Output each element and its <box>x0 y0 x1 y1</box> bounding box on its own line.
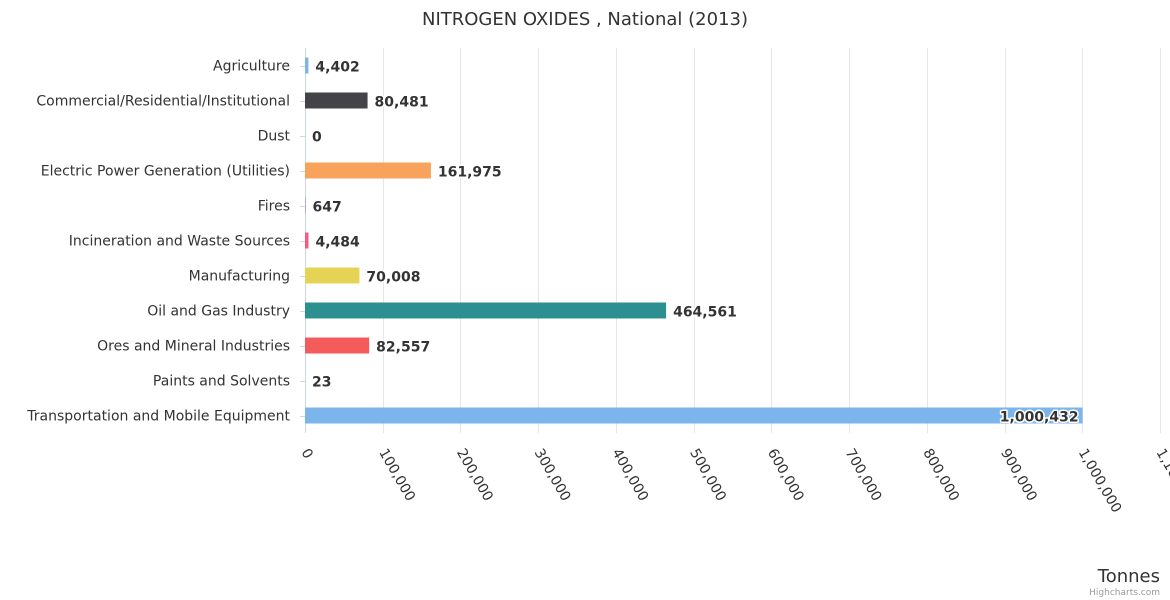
bar[interactable] <box>305 407 1083 424</box>
bar[interactable] <box>305 162 431 179</box>
bar[interactable] <box>305 267 360 284</box>
category-label: Dust <box>258 129 291 145</box>
data-label: 647 <box>313 200 342 216</box>
category-label: Commercial/Residential/Institutional <box>36 94 290 110</box>
bar[interactable] <box>305 337 370 354</box>
tick-label: 200,000 <box>453 446 496 504</box>
category-label: Oil and Gas Industry <box>147 304 290 320</box>
bar[interactable] <box>305 57 309 74</box>
data-label: 464,561 <box>673 305 737 321</box>
data-label: 4,484 <box>315 235 360 251</box>
value-axis-title: Tonnes <box>1097 566 1160 587</box>
category-label: Incineration and Waste Sources <box>69 234 290 250</box>
data-label: 4,402 <box>315 60 359 76</box>
bar[interactable] <box>305 232 309 249</box>
tick-label: 700,000 <box>842 446 885 504</box>
bar[interactable] <box>305 92 368 109</box>
tick-label: 400,000 <box>608 446 651 504</box>
tick-label: 600,000 <box>764 446 807 504</box>
category-labels: Agriculture Commercial/Residential/Instit… <box>26 59 305 425</box>
category-label: Ores and Mineral Industries <box>97 339 290 355</box>
tick-label: 1,100,000 <box>1153 446 1170 516</box>
tick-label: 900,000 <box>997 446 1040 504</box>
data-label: 23 <box>312 375 331 391</box>
category-label: Paints and Solvents <box>153 374 290 390</box>
data-label: 80,481 <box>375 95 429 111</box>
data-labels: 4,402 80,481 0 161,975 647 4,484 70,008 464,561… <box>311 58 1081 427</box>
category-label: Agriculture <box>213 59 290 75</box>
data-label: 82,557 <box>376 340 430 356</box>
category-label: Fires <box>258 199 290 215</box>
credits-link[interactable]: Highcharts.com <box>1089 588 1160 598</box>
tick-label: 300,000 <box>531 446 574 504</box>
tick-label: 0 <box>298 446 316 462</box>
value-axis-ticks: 0 100,000 200,000 300,000 400,000 500,000 600,… <box>298 446 1170 516</box>
chart-title: NITROGEN OXIDES , National (2013) <box>422 9 748 30</box>
bar[interactable] <box>305 302 667 319</box>
category-label: Electric Power Generation (Utilities) <box>41 164 290 180</box>
data-label: 0 <box>312 130 322 146</box>
data-label: 1,000,432 <box>1000 410 1079 426</box>
category-label: Transportation and Mobile Equipment <box>26 409 290 425</box>
gridlines <box>305 48 1161 433</box>
category-label: Manufacturing <box>189 269 290 285</box>
tick-label: 500,000 <box>686 446 729 504</box>
bars <box>305 57 1083 424</box>
tick-label: 1,000,000 <box>1075 446 1124 516</box>
data-label: 161,975 <box>438 165 502 181</box>
bar[interactable] <box>305 197 306 214</box>
data-label: 70,008 <box>366 270 420 286</box>
tick-label: 800,000 <box>919 446 962 504</box>
tick-label: 100,000 <box>375 446 418 504</box>
